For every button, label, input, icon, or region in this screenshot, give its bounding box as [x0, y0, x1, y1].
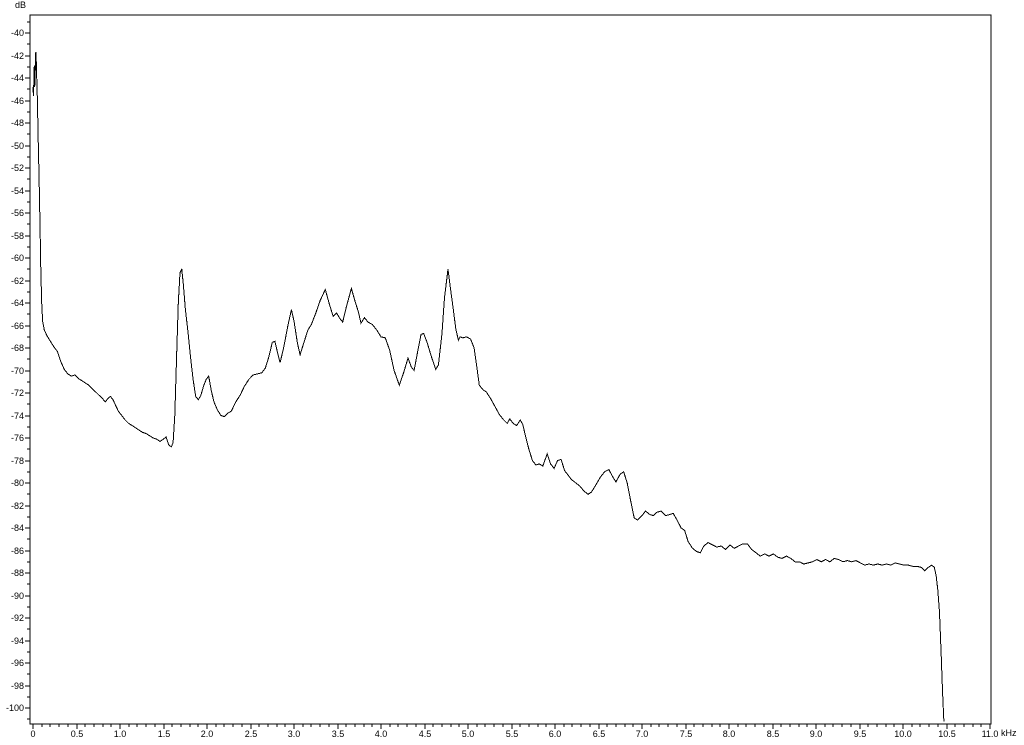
y-tick-label: -90: [11, 591, 24, 601]
x-tick-label: 10.0: [894, 729, 912, 739]
y-tick-label: -88: [11, 568, 24, 578]
spectrum-trace: [32, 51, 945, 722]
y-tick-label: -80: [11, 478, 24, 488]
x-tick-label: 1.0: [114, 729, 127, 739]
y-tick-label: -82: [11, 501, 24, 511]
x-tick-label: 10.5: [938, 729, 956, 739]
y-tick-label: -86: [11, 546, 24, 556]
x-tick-label: 8.0: [723, 729, 736, 739]
x-tick-label: 9.0: [810, 729, 823, 739]
y-tick-label: -42: [11, 51, 24, 61]
y-tick-label: -84: [11, 523, 24, 533]
y-tick-label: -98: [11, 681, 24, 691]
y-tick-label: -40: [11, 28, 24, 38]
y-tick-label: -74: [11, 411, 24, 421]
x-tick-label: 4.5: [419, 729, 432, 739]
y-tick-label: -70: [11, 366, 24, 376]
x-tick-label: 6.0: [549, 729, 562, 739]
x-tick-label: 5.5: [506, 729, 519, 739]
y-tick-label: -62: [11, 276, 24, 286]
y-tick-label: -44: [11, 73, 24, 83]
y-tick-label: -60: [11, 253, 24, 263]
x-tick-label: 9.5: [854, 729, 867, 739]
y-tick-label: -64: [11, 298, 24, 308]
y-tick-label: -48: [11, 118, 24, 128]
y-tick-label: -50: [11, 141, 24, 151]
y-tick-label: -54: [11, 186, 24, 196]
y-tick-label: -56: [11, 208, 24, 218]
y-tick-label: -92: [11, 613, 24, 623]
x-tick-label: 6.5: [593, 729, 606, 739]
plot-frame: [29, 14, 992, 725]
y-tick-label: -66: [11, 321, 24, 331]
x-tick-label: 0.5: [71, 729, 84, 739]
x-tick-label: 11.0: [982, 729, 999, 739]
y-axis-unit-label: dB: [14, 0, 26, 10]
y-tick-label: -100: [6, 703, 24, 713]
y-tick-label: -72: [11, 388, 24, 398]
x-tick-label: 5.0: [462, 729, 475, 739]
y-tick-label: -46: [11, 96, 24, 106]
x-tick-label: 3.0: [288, 729, 301, 739]
x-tick-label: 8.5: [767, 729, 780, 739]
x-tick-label: 0: [30, 729, 35, 739]
y-tick-label: -94: [11, 636, 24, 646]
y-tick-label: -58: [11, 231, 24, 241]
x-tick-label: 3.5: [332, 729, 345, 739]
x-tick-label: 7.5: [680, 729, 693, 739]
x-tick-label: 1.5: [158, 729, 171, 739]
y-tick-label: -78: [11, 456, 24, 466]
x-tick-label: 4.0: [375, 729, 388, 739]
y-tick-label: -96: [11, 658, 24, 668]
x-tick-label: 2.5: [245, 729, 258, 739]
x-tick-label: 2.0: [201, 729, 214, 739]
y-tick-label: -76: [11, 433, 24, 443]
x-axis-unit-label: kHz: [1001, 728, 1017, 738]
x-tick-label: 7.0: [636, 729, 649, 739]
y-tick-label: -68: [11, 343, 24, 353]
y-tick-label: -52: [11, 163, 24, 173]
